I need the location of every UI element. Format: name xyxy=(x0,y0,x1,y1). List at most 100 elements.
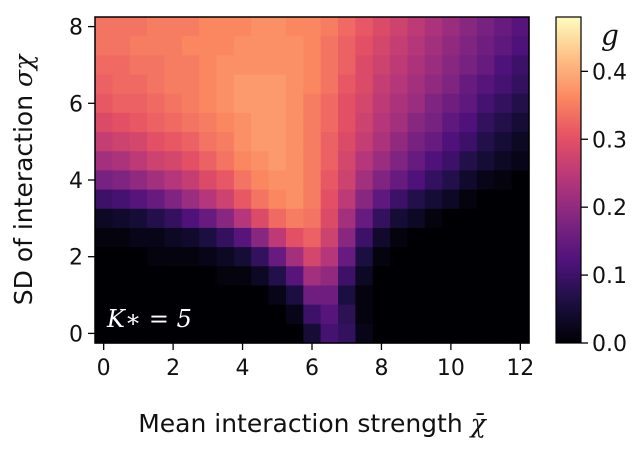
heatmap-cell xyxy=(233,74,252,95)
heatmap-cell xyxy=(268,55,287,76)
heatmap-cell xyxy=(285,170,304,191)
heatmap-cell xyxy=(129,170,148,191)
heatmap-cell xyxy=(459,151,478,172)
heatmap-cell xyxy=(199,132,218,152)
heatmap-cell xyxy=(147,304,166,325)
heatmap-cell xyxy=(476,132,495,152)
heatmap-cell xyxy=(424,151,443,172)
heatmap-cell xyxy=(164,17,183,37)
heatmap-cell xyxy=(129,17,148,37)
heatmap-cell xyxy=(442,170,461,191)
heatmap-cell xyxy=(407,74,426,95)
heatmap-cell xyxy=(390,285,409,306)
heatmap-cell xyxy=(303,208,322,229)
heatmap-cell xyxy=(459,17,478,37)
heatmap-cell xyxy=(199,189,218,210)
heatmap-cell xyxy=(251,93,270,114)
heatmap-cell xyxy=(181,93,200,114)
heatmap-cell xyxy=(511,323,530,344)
heatmap-cell xyxy=(216,170,235,191)
heatmap-cell xyxy=(407,93,426,114)
heatmap-cell xyxy=(407,36,426,56)
heatmap-cell xyxy=(372,36,391,56)
heatmap-cell xyxy=(320,266,339,287)
heatmap-cell xyxy=(303,55,322,76)
heatmap-cell xyxy=(407,227,426,248)
heatmap-cell xyxy=(164,74,183,95)
heatmap-cell xyxy=(442,36,461,56)
heatmap-cell xyxy=(199,55,218,76)
heatmap-cell xyxy=(147,247,166,267)
heatmap-cell xyxy=(390,55,409,76)
heatmap-cell xyxy=(390,208,409,229)
heatmap-cell xyxy=(320,189,339,210)
heatmap-cell xyxy=(442,227,461,248)
y-tick-label: 6 xyxy=(69,92,83,117)
heatmap-cell xyxy=(372,227,391,248)
heatmap-cell xyxy=(494,285,513,306)
heatmap-cell xyxy=(476,36,495,56)
heatmap-cell xyxy=(320,170,339,191)
heatmap-cell xyxy=(181,285,200,306)
heatmap-cell xyxy=(442,189,461,210)
heatmap-cell xyxy=(442,285,461,306)
heatmap-cell xyxy=(233,323,252,344)
heatmap-cell xyxy=(390,247,409,267)
heatmap-cell xyxy=(355,189,374,210)
heatmap-cell xyxy=(390,227,409,248)
heatmap-cell xyxy=(181,170,200,191)
heatmap-cell xyxy=(355,170,374,191)
heatmap-cell xyxy=(216,74,235,95)
heatmap-cell xyxy=(251,55,270,76)
heatmap-cell xyxy=(147,151,166,172)
heatmap-cells xyxy=(95,17,530,344)
heatmap-cell xyxy=(494,323,513,344)
heatmap-cell xyxy=(407,189,426,210)
heatmap-cell xyxy=(355,55,374,76)
heatmap-cell xyxy=(95,266,113,287)
heatmap-cell xyxy=(494,208,513,229)
heatmap-cell xyxy=(147,74,166,95)
x-axis-label-symbol: χ̄ xyxy=(469,409,488,438)
heatmap-cell xyxy=(181,189,200,210)
heatmap-cell xyxy=(164,285,183,306)
heatmap-cell xyxy=(129,227,148,248)
heatmap-cell xyxy=(459,170,478,191)
heatmap-cell xyxy=(129,323,148,344)
y-tick-label: 2 xyxy=(69,246,83,271)
heatmap-cell xyxy=(164,247,183,267)
heatmap-cell xyxy=(268,208,287,229)
heatmap-cell xyxy=(476,17,495,37)
heatmap-cell xyxy=(112,74,131,95)
heatmap-cell xyxy=(285,74,304,95)
heatmap-cell xyxy=(112,189,131,210)
heatmap-cell xyxy=(320,132,339,152)
heatmap-cell xyxy=(233,132,252,152)
heatmap-cell xyxy=(476,189,495,210)
heatmap-cell xyxy=(303,112,322,133)
heatmap-cell xyxy=(216,55,235,76)
heatmap-cell xyxy=(494,36,513,56)
heatmap-cell xyxy=(268,36,287,56)
x-axis: 0 2 4 6 8 10 12 xyxy=(97,343,534,381)
heatmap-cell xyxy=(494,266,513,287)
heatmap-cell xyxy=(251,112,270,133)
heatmap-cell xyxy=(355,132,374,152)
heatmap-cell xyxy=(459,304,478,325)
heatmap-cell xyxy=(442,304,461,325)
heatmap-cell xyxy=(199,112,218,133)
x-axis-label: Mean interaction strength χ̄ xyxy=(138,409,487,438)
heatmap-cell xyxy=(181,208,200,229)
heatmap-cell xyxy=(476,285,495,306)
heatmap-cell xyxy=(164,112,183,133)
heatmap-cell xyxy=(181,247,200,267)
heatmap-cell xyxy=(407,323,426,344)
heatmap-cell xyxy=(268,112,287,133)
heatmap-cell xyxy=(355,323,374,344)
heatmap-cell xyxy=(511,208,530,229)
heatmap-cell xyxy=(390,266,409,287)
heatmap-cell xyxy=(233,36,252,56)
heatmap-cell xyxy=(320,285,339,306)
heatmap-cell xyxy=(494,17,513,37)
heatmap-cell xyxy=(476,170,495,191)
